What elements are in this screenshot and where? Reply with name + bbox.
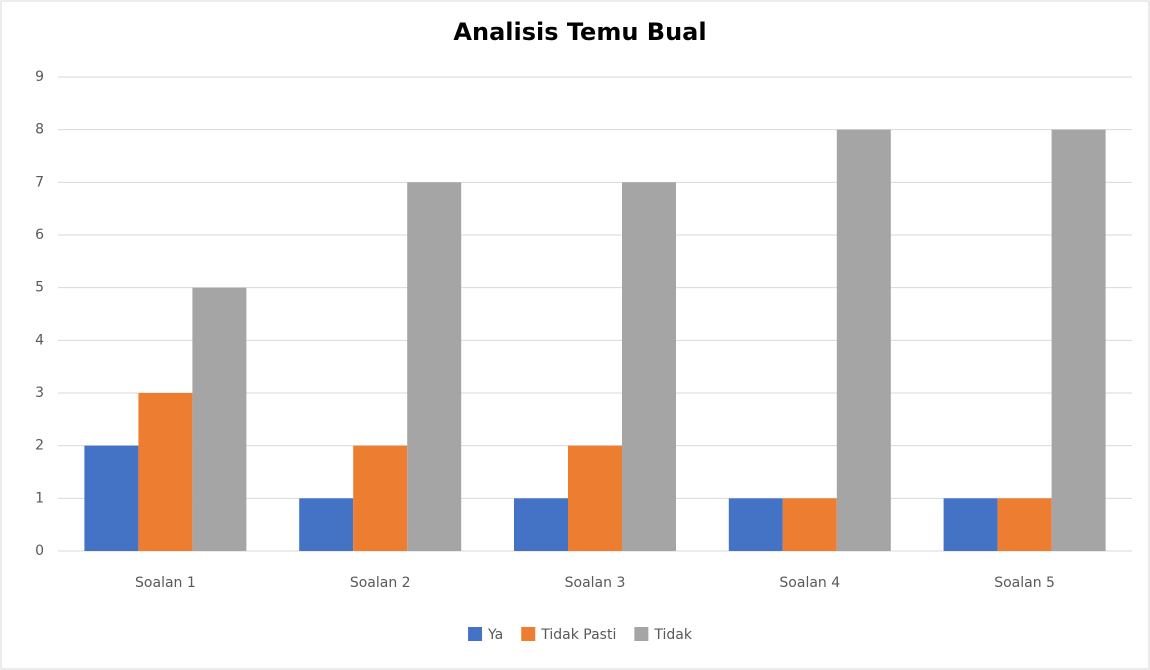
bar [407,182,462,552]
y-tick-label: 4 [35,332,44,348]
legend-label: Ya [487,627,503,643]
bar [997,498,1052,551]
bar [568,445,622,551]
chart-title: Analisis Temu Bual [453,18,706,46]
bar [514,498,568,551]
y-tick-label: 3 [35,385,44,401]
y-tick-label: 0 [35,543,44,559]
y-tick-label: 6 [35,227,44,243]
bar [782,498,837,551]
y-tick-label: 9 [35,69,44,85]
y-tick-label: 1 [35,490,44,506]
legend-swatch [634,627,649,641]
legend-swatch [468,627,483,641]
x-tick-label: Soalan 1 [135,575,196,591]
x-tick-label: Soalan 3 [565,575,626,591]
legend-label: Tidak Pasti [540,627,616,643]
y-tick-label: 5 [35,280,44,296]
y-tick-label: 2 [35,438,44,454]
legend-label: Tidak [653,627,692,643]
legend-swatch [521,627,536,641]
bar [353,445,408,551]
bar [943,498,998,551]
bar [192,287,247,551]
y-tick-label: 8 [35,122,44,138]
bar [1051,129,1106,551]
y-tick-label: 7 [35,174,44,190]
x-tick-label: Soalan 5 [994,575,1055,591]
x-tick-label: Soalan 2 [350,575,411,591]
bar [836,129,891,551]
bar [299,498,354,551]
bar [138,393,193,551]
bar [84,445,139,551]
bar [622,182,676,552]
bar [728,498,783,551]
x-tick-label: Soalan 4 [779,575,840,591]
